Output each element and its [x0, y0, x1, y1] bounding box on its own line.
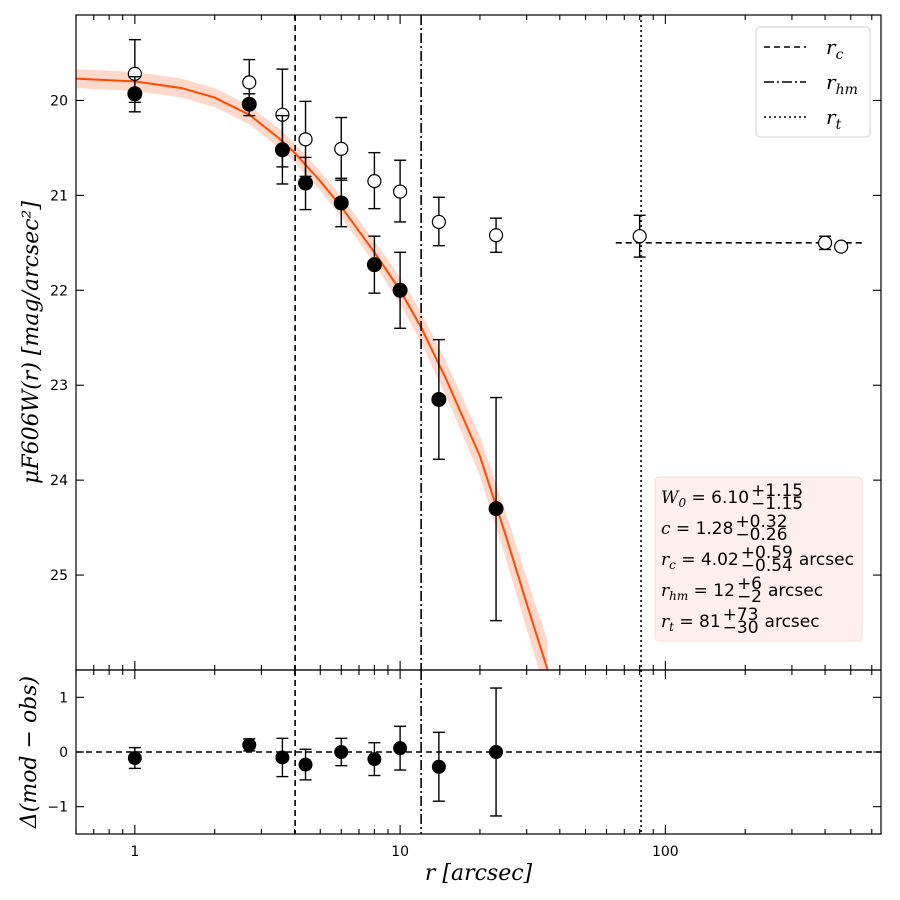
open-data-point	[393, 184, 408, 199]
parameter-upper-error: +0.59	[741, 543, 793, 563]
top-y-tick-label: 20	[50, 93, 68, 109]
parameter-box-background	[654, 476, 863, 642]
filled-data-point	[392, 282, 408, 298]
parameter-upper-error: +1.15	[751, 481, 803, 501]
parameter-lower-error: −0.26	[735, 525, 787, 545]
open-data-point	[632, 229, 647, 244]
residual-point	[431, 759, 446, 774]
legend: rc rhm rt	[755, 26, 871, 138]
parameter-line: c = 1.28	[661, 519, 733, 539]
top-y-axis-title: μF606W(r) [mag/arcsec²]	[19, 201, 44, 484]
filled-data-point	[488, 501, 504, 517]
filled-data-point	[333, 195, 349, 211]
open-data-point	[834, 239, 849, 254]
parameter-line: W0 = 6.10	[661, 488, 749, 510]
residual-point	[367, 752, 382, 767]
open-data-point	[334, 141, 349, 156]
residual-point	[334, 745, 349, 759]
open-data-point	[817, 235, 833, 250]
parameter-lower-error: −30	[723, 618, 759, 638]
top-y-tick-label: 24	[50, 473, 68, 489]
parameter-unit: arcsec	[768, 581, 823, 601]
residual-point	[393, 741, 408, 756]
parameter-line: rc = 4.02	[661, 550, 739, 572]
open-data-point	[488, 228, 504, 243]
axes: 1 10 100 20 21 22 23 24 25 −1 0 1 r [arcsec] μF606W(r…	[17, 14, 882, 886]
residual-point	[298, 757, 313, 772]
residual-point	[275, 750, 290, 765]
parameter-line: rhm = 12	[661, 581, 735, 603]
x-axis-title: r [arcsec]	[425, 861, 533, 886]
top-y-tick-label: 23	[50, 378, 68, 394]
legend-label: rt	[826, 105, 842, 133]
top-y-tick-label: 21	[50, 188, 68, 204]
bottom-panel-plot-area	[76, 670, 881, 834]
bottom-y-axis-title: Δ(mod − obs)	[17, 676, 42, 829]
parameter-upper-error: +0.32	[735, 512, 787, 532]
filled-data-point	[366, 257, 382, 273]
open-data-point	[431, 214, 446, 230]
filled-data-point	[241, 96, 257, 112]
parameter-lower-error: −2	[737, 587, 762, 607]
parameter-upper-error: +73	[723, 605, 759, 625]
residual-point	[127, 751, 142, 766]
residual-point	[242, 737, 257, 752]
top-y-tick-label: 25	[50, 568, 68, 584]
legend-label: rhm	[826, 70, 858, 98]
top-panel-plot-area	[76, 15, 864, 670]
open-data-point	[298, 132, 313, 147]
bottom-y-tick-label: −1	[47, 800, 68, 816]
fit-parameters-box: W0 = 6.10 +1.15−1.15 c = 1.28 +0.32−0.26 rc …	[654, 476, 863, 642]
x-tick-label: 100	[652, 844, 679, 860]
parameter-lower-error: −1.15	[751, 494, 803, 514]
parameter-line: rt = 81	[661, 612, 721, 634]
open-data-point	[242, 75, 257, 90]
legend-box	[755, 26, 871, 138]
residual-point	[489, 745, 504, 759]
filled-data-point	[431, 391, 447, 407]
bottom-y-tick-label: 0	[59, 745, 68, 761]
open-data-point	[367, 174, 382, 189]
parameter-unit: arcsec	[799, 550, 854, 570]
parameter-upper-error: +6	[737, 574, 762, 594]
x-tick-label: 10	[391, 844, 409, 860]
top-y-tick-label: 22	[50, 283, 68, 299]
parameter-lower-error: −0.54	[741, 556, 793, 576]
x-tick-label: 1	[130, 844, 139, 860]
filled-data-point	[298, 175, 314, 191]
legend-label: rc	[826, 35, 844, 63]
filled-data-point	[274, 142, 290, 158]
filled-data-point	[127, 86, 143, 102]
parameter-unit: arcsec	[765, 612, 820, 632]
bottom-y-tick-label: 1	[59, 690, 68, 706]
